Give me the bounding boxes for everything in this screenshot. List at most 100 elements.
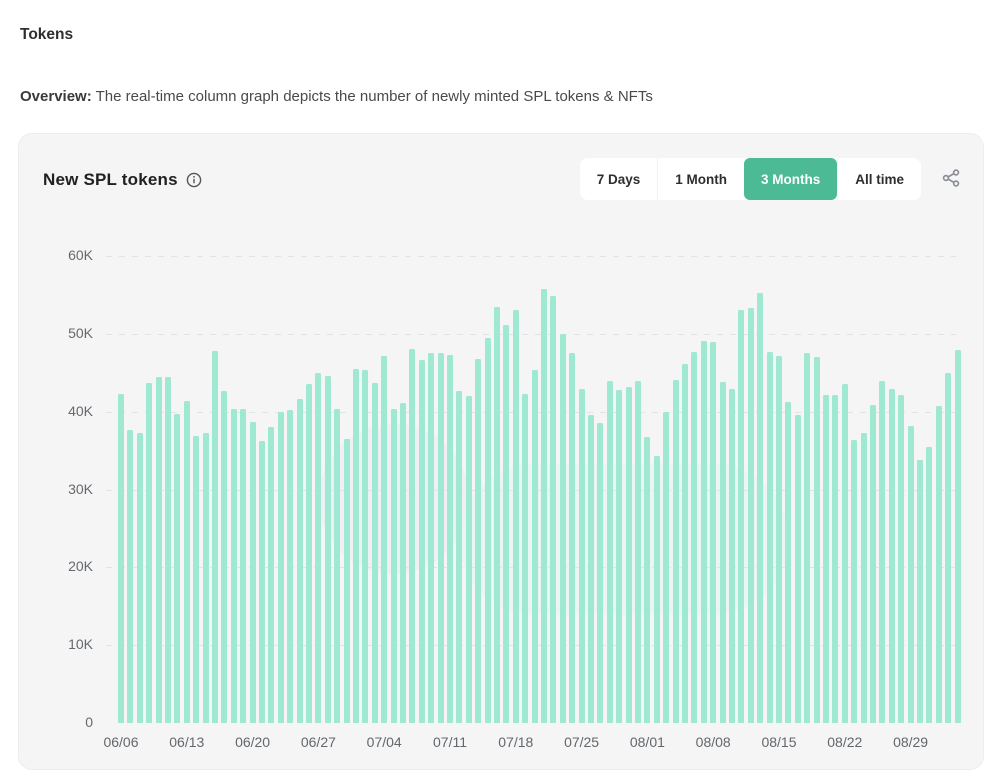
bar-day-9[interactable] [202, 432, 209, 723]
bar-day-79[interactable] [860, 432, 867, 723]
bar-day-23[interactable] [334, 409, 341, 723]
bar-day-44[interactable] [531, 369, 538, 723]
bar-day-12[interactable] [230, 408, 237, 723]
card-title: New SPL tokens [43, 170, 178, 189]
bar-day-28[interactable] [381, 355, 388, 723]
bar-day-17[interactable] [277, 411, 284, 723]
bar-day-52[interactable] [606, 380, 613, 723]
bar-day-53[interactable] [616, 389, 623, 723]
bar-day-48[interactable] [569, 353, 576, 723]
bar-day-84[interactable] [907, 425, 914, 723]
bar-day-57[interactable] [653, 456, 660, 723]
x-axis-label-06-20: 06/20 [235, 734, 271, 750]
overview-description: The real-time column graph depicts the n… [91, 88, 653, 105]
bar-day-65[interactable] [729, 389, 735, 723]
bar-day-2[interactable] [136, 433, 143, 723]
bar-day-50[interactable] [588, 414, 594, 723]
bar-day-25[interactable] [353, 368, 359, 723]
bar-day-70[interactable] [776, 355, 782, 723]
bar-day-77[interactable] [841, 384, 848, 723]
bar-day-67[interactable] [747, 308, 754, 723]
bar-day-7[interactable] [183, 400, 190, 723]
bar-day-39[interactable] [484, 337, 491, 723]
bar-day-55[interactable] [635, 380, 641, 723]
bar-day-85[interactable] [917, 459, 923, 723]
bar-day-33[interactable] [428, 353, 435, 723]
bar-day-13[interactable] [240, 408, 247, 723]
bar-day-49[interactable] [578, 389, 585, 723]
bar-day-76[interactable] [832, 394, 839, 723]
bar-day-36[interactable] [456, 390, 463, 723]
bar-day-51[interactable] [597, 423, 604, 723]
bar-day-83[interactable] [898, 394, 905, 723]
share-icon[interactable] [939, 167, 963, 191]
bar-day-15[interactable] [259, 441, 265, 723]
bar-day-75[interactable] [823, 394, 829, 723]
bar-day-3[interactable] [146, 382, 153, 723]
bar-day-45[interactable] [541, 289, 547, 723]
time-range-button-1-month[interactable]: 1 Month [657, 158, 744, 200]
bar-day-58[interactable] [663, 412, 670, 723]
bar-day-68[interactable] [757, 292, 764, 723]
bar-day-60[interactable] [682, 364, 688, 723]
x-axis-label-08-08: 08/08 [695, 734, 731, 750]
bar-day-31[interactable] [409, 348, 416, 723]
bar-day-5[interactable] [165, 376, 171, 723]
bar-day-0[interactable] [118, 393, 124, 723]
bar-day-41[interactable] [503, 324, 510, 723]
bar-day-24[interactable] [343, 438, 350, 723]
bar-day-81[interactable] [879, 381, 886, 723]
bar-day-78[interactable] [851, 439, 858, 723]
bar-day-20[interactable] [306, 384, 312, 723]
bar-day-56[interactable] [644, 437, 651, 723]
bar-day-86[interactable] [926, 446, 933, 723]
bar-day-54[interactable] [625, 386, 632, 723]
bar-day-88[interactable] [945, 372, 952, 723]
bar-day-37[interactable] [465, 396, 472, 723]
bar-day-35[interactable] [447, 354, 453, 723]
bar-day-10[interactable] [212, 350, 218, 723]
bar-day-82[interactable] [888, 389, 895, 723]
bar-day-42[interactable] [512, 310, 519, 723]
bar-day-40[interactable] [494, 307, 500, 723]
bar-day-29[interactable] [390, 408, 397, 723]
bar-day-64[interactable] [719, 382, 726, 723]
bar-day-47[interactable] [559, 333, 566, 723]
bar-day-61[interactable] [691, 351, 698, 723]
bar-day-14[interactable] [249, 421, 256, 723]
bar-day-72[interactable] [794, 414, 801, 723]
bar-day-19[interactable] [296, 399, 303, 723]
bar-day-38[interactable] [475, 358, 482, 723]
time-range-button-7-days[interactable]: 7 Days [579, 158, 658, 200]
bar-day-4[interactable] [155, 377, 162, 723]
bar-day-26[interactable] [362, 370, 369, 723]
bar-day-62[interactable] [700, 340, 707, 723]
bar-day-11[interactable] [221, 390, 228, 723]
bar-day-32[interactable] [418, 359, 425, 723]
bar-day-21[interactable] [315, 372, 322, 723]
bar-day-66[interactable] [738, 310, 745, 723]
bar-day-18[interactable] [287, 410, 294, 723]
bar-day-71[interactable] [785, 401, 792, 723]
bar-day-46[interactable] [550, 296, 557, 723]
time-range-button-3-months[interactable]: 3 Months [743, 158, 838, 200]
bar-day-27[interactable] [371, 382, 378, 723]
bar-day-73[interactable] [804, 352, 811, 723]
bar-day-43[interactable] [522, 393, 529, 723]
bar-day-16[interactable] [268, 427, 275, 723]
bar-day-89[interactable] [954, 350, 961, 723]
bar-day-87[interactable] [935, 406, 942, 723]
bar-day-74[interactable] [813, 357, 820, 723]
bar-day-63[interactable] [710, 341, 717, 723]
time-range-button-all-time[interactable]: All time [837, 158, 921, 200]
bar-day-1[interactable] [127, 429, 134, 723]
bar-day-34[interactable] [437, 353, 444, 723]
bar-day-80[interactable] [870, 404, 876, 723]
bar-day-8[interactable] [193, 435, 200, 723]
bar-day-59[interactable] [672, 379, 679, 723]
info-circle-icon[interactable] [186, 172, 202, 188]
bar-day-69[interactable] [766, 351, 773, 723]
bar-day-6[interactable] [174, 414, 181, 723]
bar-day-22[interactable] [324, 375, 331, 723]
bar-day-30[interactable] [400, 403, 406, 723]
